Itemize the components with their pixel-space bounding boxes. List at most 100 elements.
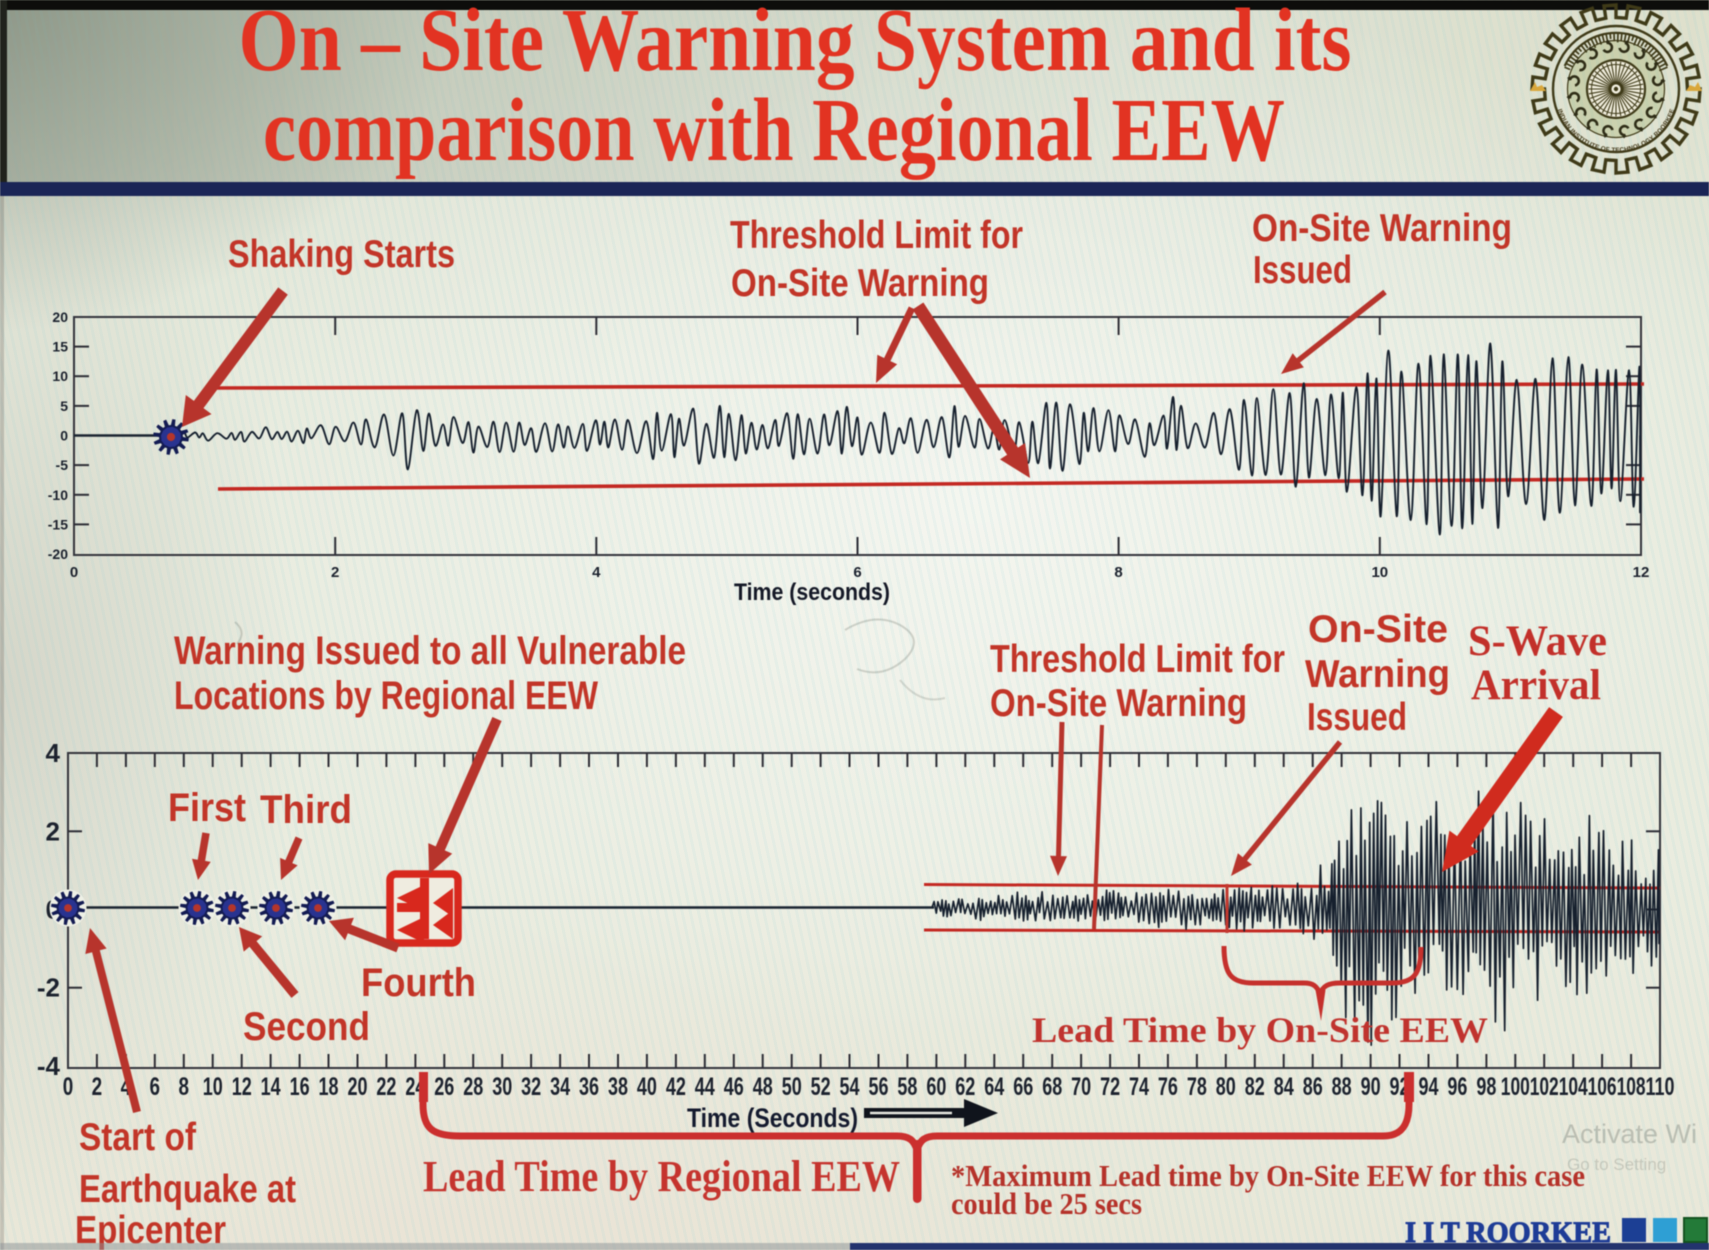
svg-text:0: 0 bbox=[70, 564, 78, 581]
svg-text:could be 25 secs: could be 25 secs bbox=[951, 1186, 1142, 1221]
svg-text:Shaking Starts: Shaking Starts bbox=[228, 233, 455, 276]
svg-text:Start of: Start of bbox=[79, 1116, 197, 1159]
svg-text:Issued: Issued bbox=[1253, 249, 1352, 292]
svg-text:66: 66 bbox=[1013, 1073, 1033, 1101]
svg-text:2: 2 bbox=[92, 1073, 103, 1101]
svg-text:46: 46 bbox=[724, 1073, 744, 1101]
svg-text:10: 10 bbox=[203, 1073, 223, 1101]
svg-text:96: 96 bbox=[1447, 1073, 1467, 1101]
svg-text:-15: -15 bbox=[48, 516, 68, 532]
svg-text:22: 22 bbox=[376, 1073, 396, 1101]
svg-text:12: 12 bbox=[232, 1073, 252, 1101]
svg-text:5: 5 bbox=[60, 398, 68, 414]
svg-text:2: 2 bbox=[331, 564, 339, 581]
svg-text:56: 56 bbox=[869, 1073, 889, 1101]
svg-text:Threshold Limit for: Threshold Limit for bbox=[730, 214, 1023, 257]
svg-text:12: 12 bbox=[1633, 564, 1650, 581]
svg-text:-5: -5 bbox=[56, 457, 69, 473]
svg-text:82: 82 bbox=[1245, 1073, 1265, 1101]
svg-text:68: 68 bbox=[1042, 1073, 1062, 1101]
svg-text:Lead Time by On-Site EEW: Lead Time by On-Site EEW bbox=[1032, 1010, 1488, 1050]
svg-text:76: 76 bbox=[1158, 1073, 1178, 1101]
svg-text:4: 4 bbox=[46, 738, 61, 768]
svg-text:78: 78 bbox=[1187, 1073, 1207, 1101]
svg-text:108: 108 bbox=[1617, 1073, 1646, 1101]
svg-text:Third: Third bbox=[260, 788, 352, 832]
svg-text:Threshold Limit for: Threshold Limit for bbox=[990, 638, 1285, 681]
svg-text:10: 10 bbox=[52, 368, 68, 384]
svg-text:6: 6 bbox=[853, 564, 861, 581]
svg-text:80: 80 bbox=[1216, 1073, 1236, 1101]
svg-text:34: 34 bbox=[550, 1073, 570, 1101]
svg-text:62: 62 bbox=[955, 1073, 975, 1101]
svg-text:On – Site Warning System and i: On – Site Warning System and its bbox=[239, 0, 1352, 90]
svg-text:Issued: Issued bbox=[1307, 696, 1407, 739]
svg-text:74: 74 bbox=[1129, 1073, 1149, 1101]
svg-text:-20: -20 bbox=[48, 546, 68, 562]
svg-text:comparison with Regional EEW: comparison with Regional EEW bbox=[263, 81, 1285, 180]
svg-text:26: 26 bbox=[434, 1073, 454, 1101]
svg-text:38: 38 bbox=[608, 1073, 628, 1101]
svg-text:30: 30 bbox=[492, 1073, 512, 1101]
svg-text:4: 4 bbox=[121, 1073, 132, 1101]
svg-text:Time (Seconds): Time (Seconds) bbox=[687, 1103, 858, 1133]
svg-text:100: 100 bbox=[1501, 1073, 1530, 1101]
svg-text:8: 8 bbox=[1114, 564, 1122, 581]
svg-text:60: 60 bbox=[926, 1073, 946, 1101]
svg-text:102: 102 bbox=[1530, 1073, 1559, 1101]
svg-text:First: First bbox=[168, 786, 246, 830]
svg-text:42: 42 bbox=[666, 1073, 686, 1101]
svg-text:50: 50 bbox=[782, 1073, 802, 1101]
svg-text:6: 6 bbox=[150, 1073, 161, 1101]
svg-text:*Maximum Lead time by On-Site: *Maximum Lead time by On-Site EEW for th… bbox=[951, 1158, 1585, 1193]
svg-text:14: 14 bbox=[261, 1073, 281, 1101]
svg-text:58: 58 bbox=[897, 1073, 917, 1101]
svg-text:48: 48 bbox=[753, 1073, 773, 1101]
svg-text:40: 40 bbox=[637, 1073, 657, 1101]
svg-text:86: 86 bbox=[1303, 1073, 1323, 1101]
svg-text:4: 4 bbox=[592, 564, 601, 581]
svg-text:0: 0 bbox=[60, 428, 68, 444]
svg-text:52: 52 bbox=[811, 1073, 831, 1101]
svg-text:2: 2 bbox=[46, 816, 60, 846]
svg-text:20: 20 bbox=[348, 1073, 368, 1101]
svg-text:110: 110 bbox=[1646, 1073, 1675, 1101]
svg-text:-2: -2 bbox=[37, 973, 60, 1003]
svg-text:98: 98 bbox=[1476, 1073, 1496, 1101]
svg-text:44: 44 bbox=[695, 1073, 715, 1101]
svg-text:64: 64 bbox=[984, 1073, 1004, 1101]
svg-text:Go to Setting: Go to Setting bbox=[1567, 1155, 1666, 1174]
svg-text:10: 10 bbox=[1371, 564, 1388, 581]
svg-text:Arrival: Arrival bbox=[1471, 662, 1601, 709]
svg-text:Warning: Warning bbox=[1305, 653, 1450, 696]
svg-text:106: 106 bbox=[1588, 1073, 1617, 1101]
svg-text:15: 15 bbox=[52, 339, 68, 355]
svg-text:28: 28 bbox=[463, 1073, 483, 1101]
svg-text:88: 88 bbox=[1332, 1073, 1352, 1101]
svg-text:Warning Issued to all Vulnerab: Warning Issued to all Vulnerable bbox=[174, 629, 686, 673]
svg-text:104: 104 bbox=[1559, 1073, 1588, 1101]
svg-text:90: 90 bbox=[1361, 1073, 1381, 1101]
svg-text:On-Site: On-Site bbox=[1308, 608, 1448, 651]
svg-text:Locations by Regional EEW: Locations by Regional EEW bbox=[174, 674, 598, 718]
svg-text:36: 36 bbox=[579, 1073, 599, 1101]
svg-text:Activate Wi: Activate Wi bbox=[1562, 1119, 1697, 1149]
svg-text:94: 94 bbox=[1419, 1073, 1439, 1101]
svg-text:Earthquake at: Earthquake at bbox=[79, 1168, 296, 1211]
svg-text:On-Site Warning: On-Site Warning bbox=[1252, 207, 1512, 250]
svg-text:16: 16 bbox=[290, 1073, 310, 1101]
svg-text:18: 18 bbox=[319, 1073, 339, 1101]
svg-text:-10: -10 bbox=[48, 487, 68, 503]
svg-text:S-Wave: S-Wave bbox=[1468, 618, 1607, 665]
svg-text:84: 84 bbox=[1274, 1073, 1294, 1101]
svg-text:32: 32 bbox=[521, 1073, 541, 1101]
svg-text:70: 70 bbox=[1071, 1073, 1091, 1101]
svg-text:72: 72 bbox=[1100, 1073, 1120, 1101]
svg-text:On-Site Warning: On-Site Warning bbox=[990, 682, 1247, 725]
svg-text:Fourth: Fourth bbox=[361, 961, 476, 1005]
svg-text:20: 20 bbox=[52, 309, 68, 325]
svg-text:54: 54 bbox=[840, 1073, 860, 1101]
svg-text:Lead Time by Regional EEW: Lead Time by Regional EEW bbox=[423, 1152, 900, 1201]
svg-text:8: 8 bbox=[179, 1073, 190, 1101]
svg-text:Time (seconds): Time (seconds) bbox=[734, 579, 890, 606]
